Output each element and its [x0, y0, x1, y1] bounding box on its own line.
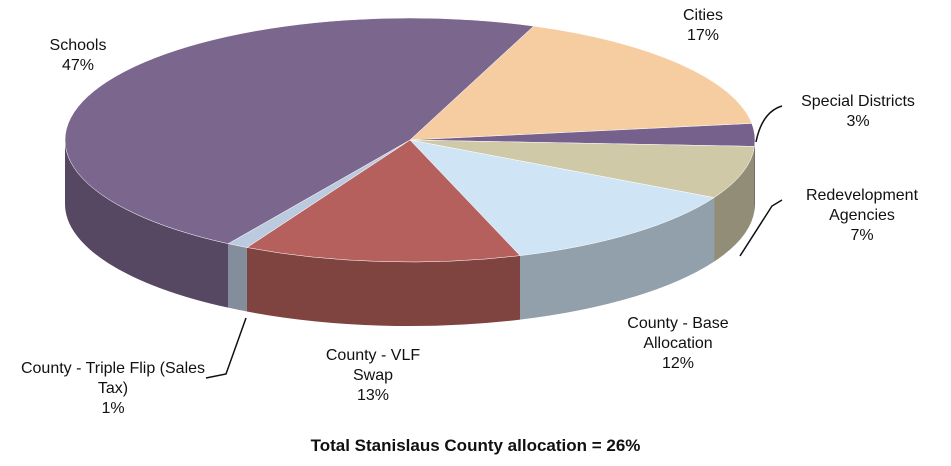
slice-label: County - Base Allocation 12% [613, 314, 743, 374]
value-label: 17% [686, 27, 720, 44]
slice-label: Redevelopment Agencies 7% [787, 186, 937, 246]
slices [64, 17, 756, 326]
slice-label: County - Triple Flip (Sales Tax) 1% [18, 359, 208, 419]
category-label: Redevelopment Agencies [805, 187, 919, 224]
slice-label: Schools 47% [28, 36, 128, 76]
leader-line [205, 317, 247, 379]
slice [409, 139, 715, 256]
chart-title: Total Stanislaus County allocation = 26% [310, 436, 641, 455]
value-label: 7% [850, 227, 874, 244]
category-label: Special Districts [801, 93, 915, 110]
value-label: 1% [101, 400, 125, 417]
slice [64, 17, 535, 244]
slice-label: Cities 17% [653, 6, 753, 46]
slice-side [65, 140, 229, 308]
category-label: Cities [682, 7, 723, 24]
slice [409, 139, 755, 198]
category-label: County - Base Allocation [627, 315, 729, 352]
slice-label: Special Districts 3% [773, 92, 943, 132]
leader-line [755, 105, 783, 143]
leader-line [739, 199, 783, 257]
slice [246, 139, 521, 263]
category-label: County - VLF Swap [325, 347, 421, 384]
value-label: 12% [661, 355, 695, 372]
slice-label: County - VLF Swap 13% [318, 346, 428, 406]
slice-side [228, 243, 247, 312]
leader-lines [205, 105, 783, 379]
slice [409, 25, 753, 141]
value-label: 47% [61, 57, 95, 74]
category-label: County - Triple Flip (Sales Tax) [20, 360, 206, 397]
slice-side [246, 247, 521, 326]
value-label: 13% [356, 387, 390, 404]
slice-side [520, 197, 715, 320]
category-label: Schools [49, 37, 107, 54]
value-label: 3% [846, 113, 870, 130]
slice-side [714, 146, 755, 262]
